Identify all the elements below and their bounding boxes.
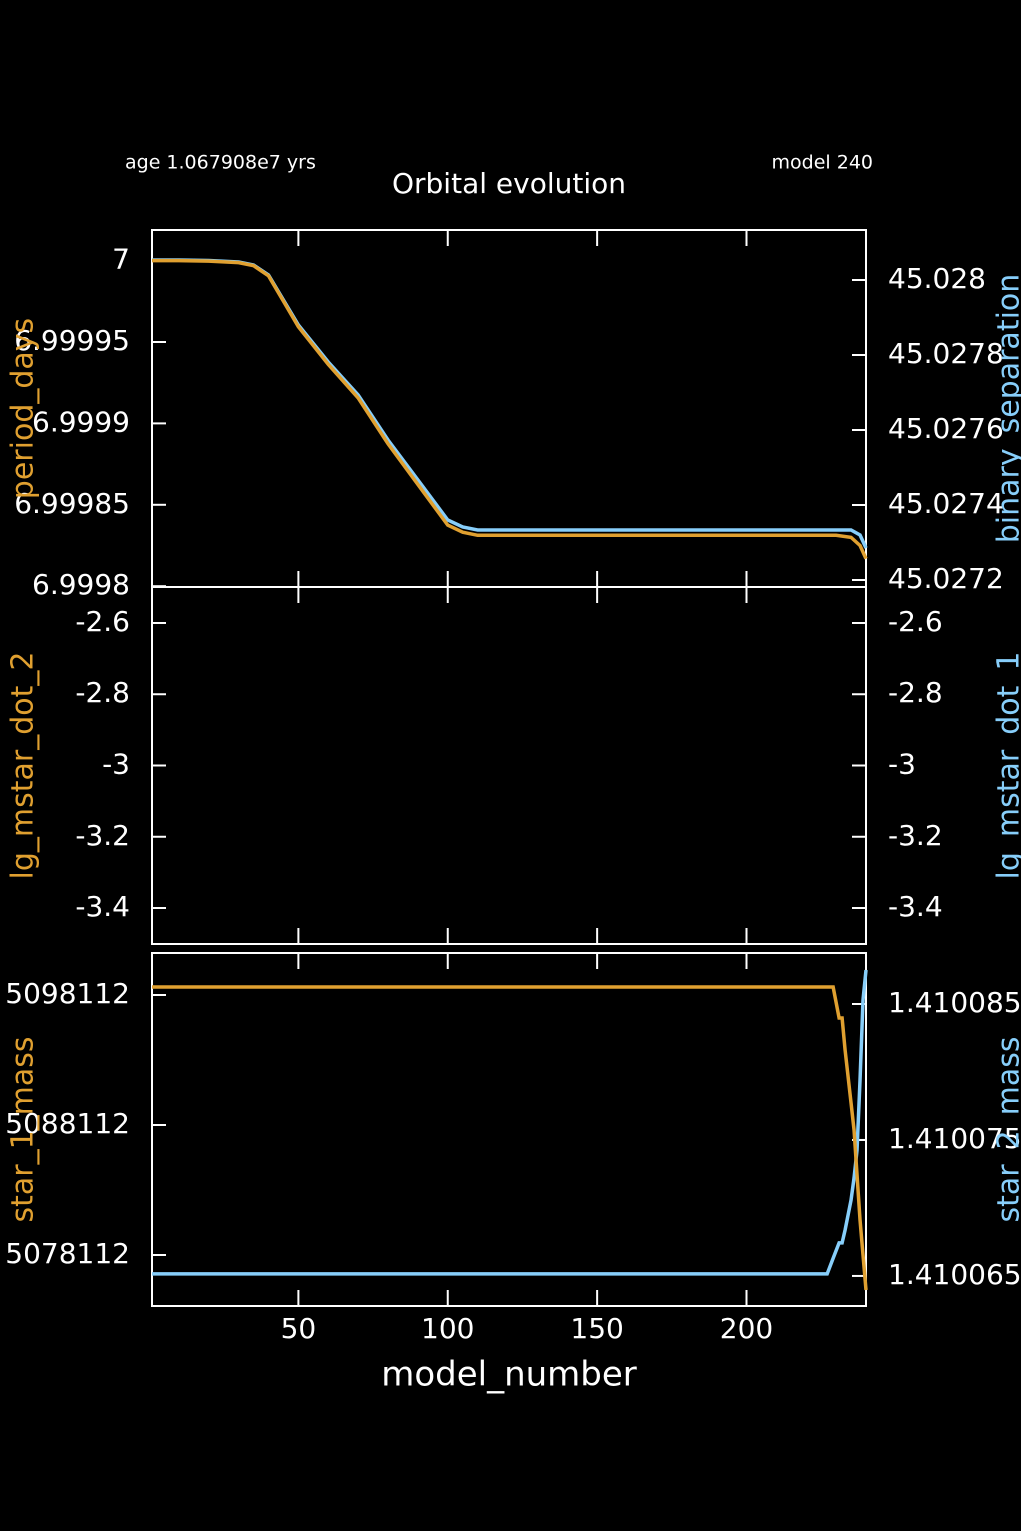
y-tick-label: 7 bbox=[112, 243, 130, 276]
model-annotation: model 240 bbox=[772, 152, 873, 174]
y2-tick-label: 45.0274 bbox=[888, 487, 1004, 520]
y2-axis-label: star_2_mass bbox=[992, 1036, 1021, 1222]
y2-tick-label: -3.2 bbox=[888, 819, 943, 852]
y2-tick-label: -3 bbox=[888, 748, 916, 781]
y2-axis-label: lg_mstar_dot_1 bbox=[992, 652, 1021, 880]
x-axis-label: model_number bbox=[381, 1355, 637, 1395]
x-tick-label: 100 bbox=[421, 1312, 474, 1345]
x-tick-label: 150 bbox=[570, 1312, 623, 1345]
y2-tick-label: 45.0276 bbox=[888, 412, 1004, 445]
y2-tick-label: -3.4 bbox=[888, 890, 943, 923]
series-line bbox=[152, 985, 868, 1291]
y-tick-label: -3.4 bbox=[75, 890, 130, 923]
x-tick-label: 50 bbox=[281, 1312, 317, 1345]
series-line bbox=[152, 969, 868, 1276]
y-axis-label: star_1_mass bbox=[6, 1036, 41, 1222]
y-tick-label: 6.99995 bbox=[14, 324, 130, 357]
y-tick-label: -3 bbox=[102, 748, 130, 781]
y2-tick-label: -2.6 bbox=[888, 605, 943, 638]
y2-tick-label: 45.0278 bbox=[888, 337, 1004, 370]
y-tick-label: 5088112 bbox=[5, 1107, 130, 1140]
y2-tick-label: -2.8 bbox=[888, 676, 943, 709]
y2-tick-label: 1.410065 bbox=[888, 1258, 1021, 1291]
plot-frame bbox=[151, 952, 867, 1307]
y-axis-label: lg_mstar_dot_2 bbox=[6, 652, 41, 880]
y-tick-label: -3.2 bbox=[75, 819, 130, 852]
y-tick-label: -2.8 bbox=[75, 676, 130, 709]
y-tick-label: 6.9998 bbox=[32, 568, 130, 601]
y-tick-label: 6.99985 bbox=[14, 487, 130, 520]
y-tick-label: 6.9999 bbox=[32, 405, 130, 438]
y2-axis-label: binary_separation bbox=[992, 274, 1021, 544]
y2-tick-label: 45.028 bbox=[888, 262, 986, 295]
y-axis-label: period_days bbox=[6, 318, 41, 499]
age-annotation: age 1.067908e7 yrs bbox=[125, 152, 316, 174]
series-line bbox=[152, 258, 868, 560]
chart-title: Orbital evolution bbox=[392, 167, 626, 200]
y2-tick-label: 45.0272 bbox=[888, 562, 1004, 595]
y2-tick-label: 1.410085 bbox=[888, 986, 1021, 1019]
y-tick-label: -2.6 bbox=[75, 605, 130, 638]
x-tick-label: 200 bbox=[720, 1312, 773, 1345]
y-tick-label: 5098112 bbox=[5, 977, 130, 1010]
y-tick-label: 5078112 bbox=[5, 1237, 130, 1270]
y2-tick-label: 1.410075 bbox=[888, 1122, 1021, 1155]
